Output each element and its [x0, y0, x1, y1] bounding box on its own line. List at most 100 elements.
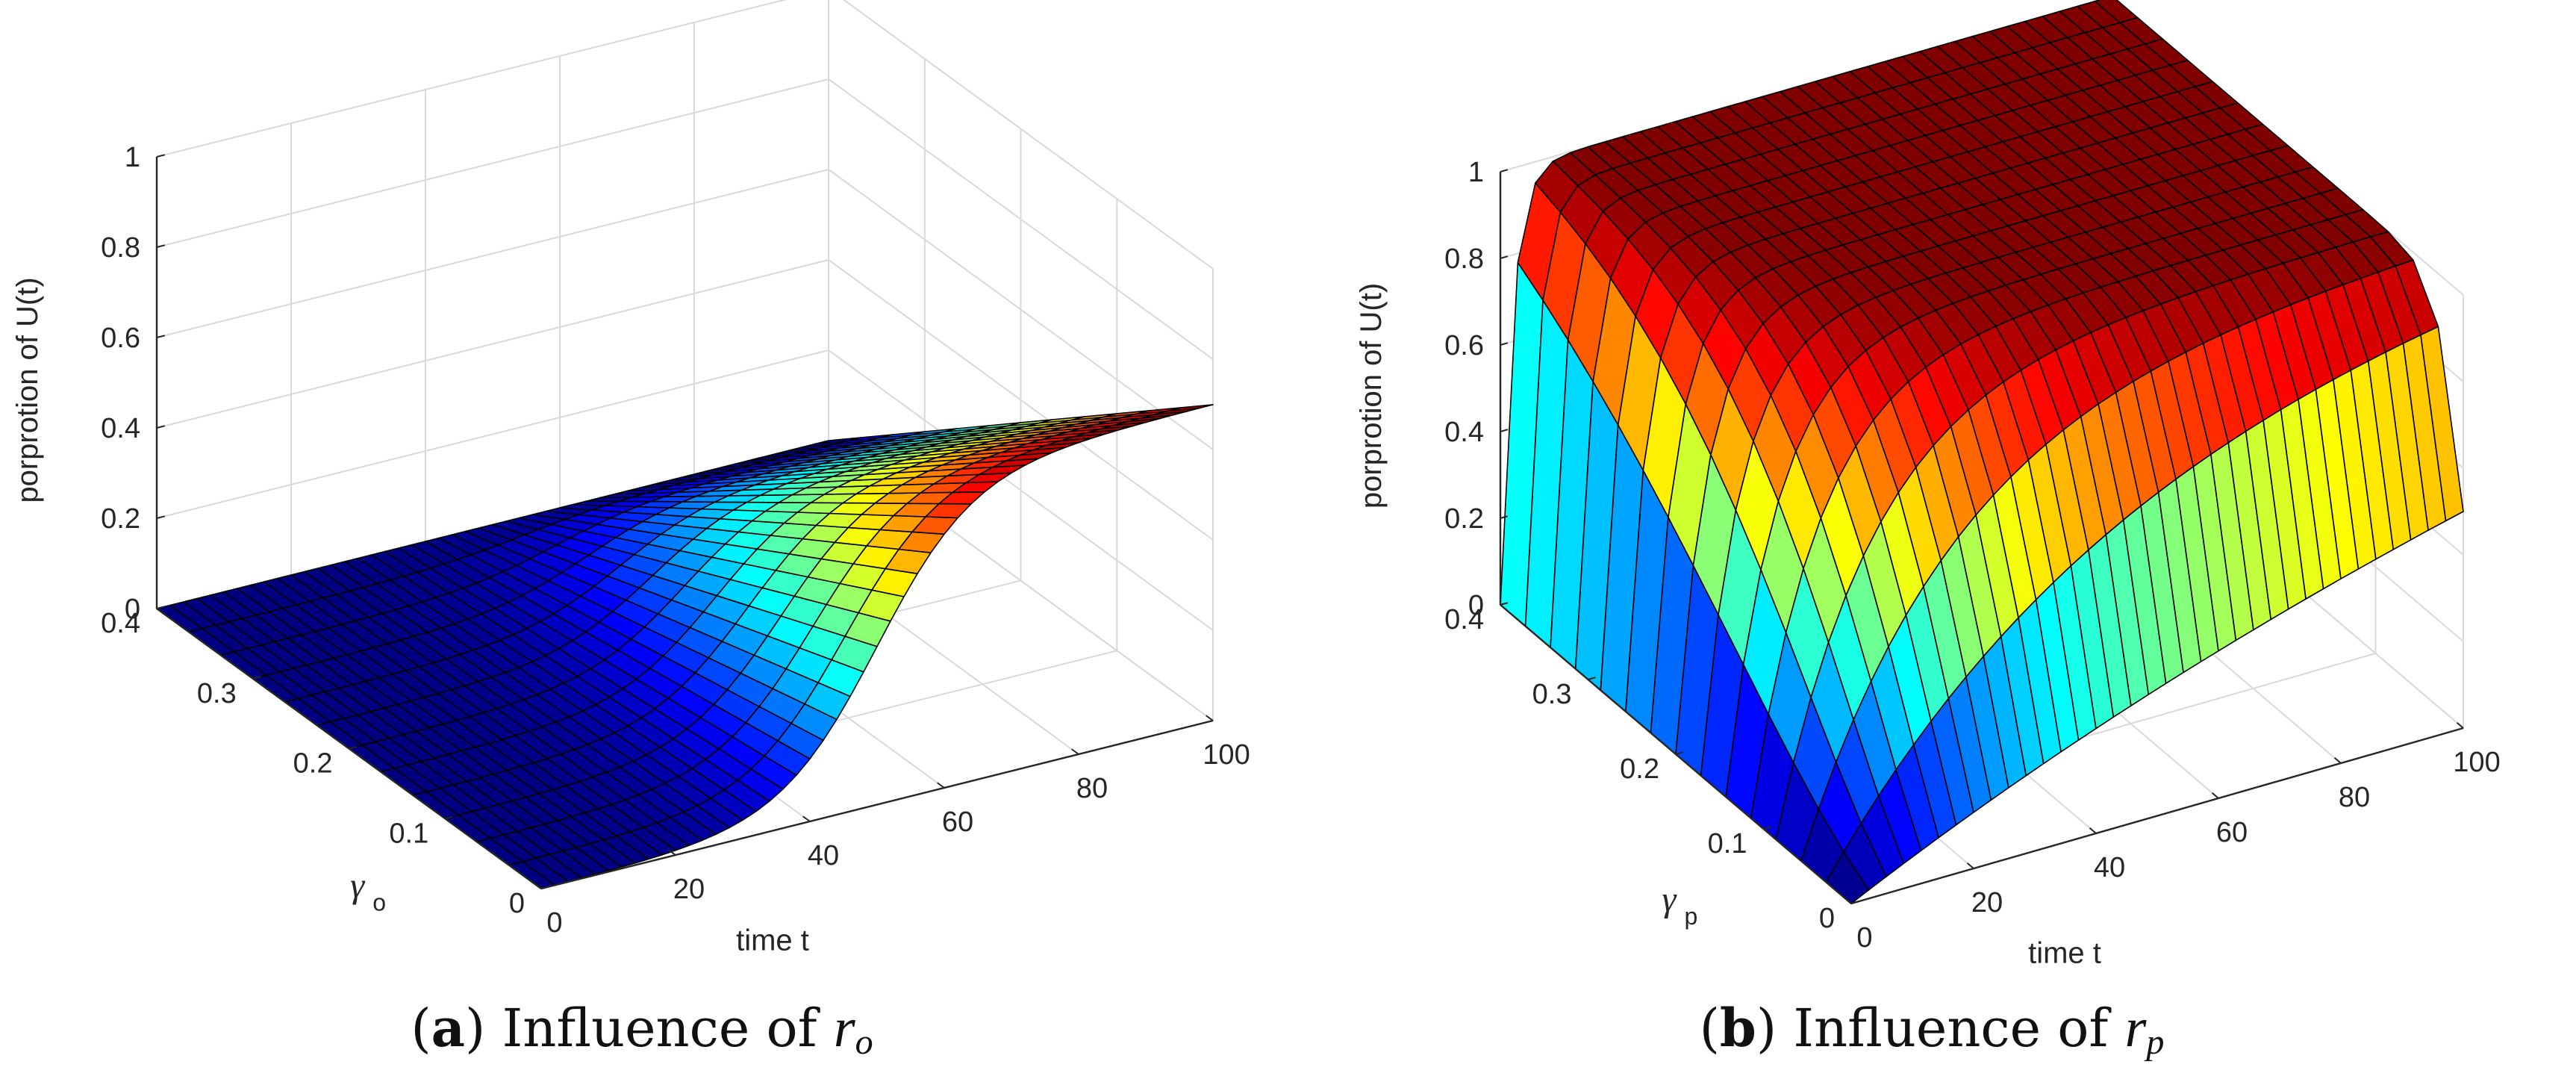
y-tick-label: 0.4: [1444, 604, 1484, 635]
caption-a-var: r: [833, 998, 855, 1059]
y-tick-mark: [1763, 826, 1771, 830]
surface-patch: [2420, 326, 2464, 522]
y-axis-title-sub: o: [372, 889, 386, 916]
z-tick-mark: [156, 425, 166, 429]
gridline-z-4: [156, 78, 1214, 360]
caption-a-sub: o: [855, 1022, 873, 1062]
z-tick-mark: [1500, 342, 1509, 346]
chart-panel-b: 0 20 40 60 80 100 0 0.1 0.2 0.3 0.4 0 0.2 0.4 0.6 0.8 1 t…: [1288, 0, 2576, 1091]
gridline-z-2: [156, 258, 1214, 541]
y-tick-mark: [1588, 677, 1596, 680]
caption-b-sub: p: [2146, 1022, 2165, 1062]
x-tick-label: 80: [2339, 782, 2370, 813]
x-tick-label: 0: [1856, 922, 1872, 954]
surface-b: [1500, 0, 2464, 904]
x-tick-label: 100: [1203, 739, 1250, 771]
gridline-z-3: [156, 168, 1214, 450]
y-tick-label: 0.1: [1708, 828, 1747, 860]
z-tick-mark: [156, 606, 166, 609]
z-tick-label: 0.2: [1444, 503, 1484, 535]
y-axis-title-sub: p: [1685, 903, 1698, 930]
caption-b-var: r: [2124, 998, 2147, 1059]
caption-b: (b) Influence of rp: [1699, 997, 2165, 1062]
y-tick-mark: [349, 745, 358, 750]
z-tick-mark: [156, 515, 166, 519]
z-axis-title: porprotion of U(t): [1355, 283, 1388, 509]
z-axis-title: porprotion of U(t): [11, 277, 44, 503]
y-tick-label: 0.2: [293, 748, 333, 780]
x-tick-label: 20: [1971, 887, 2003, 919]
x-tick-mark: [1844, 898, 1852, 904]
y-tick-mark: [252, 676, 261, 680]
x-axis-line: [540, 719, 1214, 890]
x-tick-mark: [2333, 757, 2342, 764]
z-tick-label: 0.8: [101, 232, 140, 264]
x-tick-label: 40: [2094, 852, 2125, 883]
z-tick-label: 0.2: [101, 503, 140, 535]
x-tick-label: 60: [942, 806, 973, 838]
y-tick-label: 0: [1819, 903, 1835, 934]
y-tick-label: 0: [509, 888, 525, 919]
z-tick-mark: [1500, 602, 1509, 606]
z-tick-label: 0.8: [1444, 243, 1484, 275]
x-tick-label: 0: [546, 907, 562, 939]
z-tick-label: 0: [125, 594, 140, 625]
z-tick-mark: [156, 335, 166, 338]
z-tick-label: 1: [125, 142, 140, 173]
axes-a: [155, 154, 1214, 890]
y-tick-mark: [1675, 751, 1684, 755]
x-tick-mark: [937, 782, 945, 789]
z-tick-mark: [156, 154, 166, 158]
y-tick-mark: [1850, 901, 1859, 904]
surface-a: [156, 404, 1214, 889]
z-tick-label: 1: [1468, 157, 1484, 188]
x-axis-line: [1850, 727, 2464, 905]
y-axis-title-symbol: γ: [1662, 880, 1677, 919]
x-tick-mark: [1206, 715, 1214, 721]
x-tick-label: 60: [2216, 817, 2248, 848]
z-tick-mark: [1500, 255, 1509, 259]
x-tick-mark: [802, 815, 811, 822]
x-tick-label: 80: [1076, 773, 1108, 804]
z-tick-mark: [1500, 515, 1509, 519]
x-tick-mark: [2089, 827, 2097, 834]
x-tick-mark: [668, 849, 676, 856]
surface-chart-a: 02040608010000.10.20.30.400.20.40.60.81t…: [11, 0, 1250, 957]
gridline-z-1: [156, 349, 1214, 631]
caption-b-letter: b: [1719, 997, 1756, 1059]
y-tick-mark: [540, 886, 550, 889]
x-tick-mark: [2456, 722, 2464, 729]
x-tick-mark: [1966, 862, 1974, 869]
z-tick-label: 0.6: [101, 323, 140, 354]
axes-b: [1499, 169, 2464, 905]
x-tick-mark: [534, 883, 542, 889]
caption-a-letter: a: [431, 997, 466, 1059]
gridline-z-5: [156, 0, 1214, 270]
caption-a: (a) Influence of ro: [411, 997, 873, 1062]
surface-patch: [1167, 404, 1214, 412]
y-tick-label: 0.2: [1620, 753, 1659, 785]
z-tick-mark: [1500, 429, 1509, 432]
y-tick-label: 0.1: [389, 818, 428, 849]
caption-b-text: Influence of: [1793, 998, 2109, 1059]
x-tick-mark: [1071, 748, 1079, 755]
y-tick-mark: [445, 815, 454, 820]
y-axis-title-symbol: γ: [350, 865, 365, 905]
y-tick-label: 0.3: [197, 678, 237, 709]
x-axis-title: time t: [2028, 937, 2101, 970]
y-tick-label: 0.3: [1532, 679, 1572, 710]
y-tick-label: 0.4: [101, 608, 140, 639]
z-tick-mark: [156, 244, 166, 248]
caption-a-text: Influence of: [502, 998, 817, 1059]
x-tick-label: 100: [2453, 747, 2500, 778]
z-tick-label: 0.6: [1444, 330, 1484, 361]
x-tick-mark: [2211, 792, 2219, 799]
z-tick-mark: [1500, 169, 1509, 172]
z-tick-label: 0: [1468, 590, 1484, 621]
z-tick-label: 0.4: [1444, 417, 1484, 448]
x-axis-title: time t: [736, 924, 809, 957]
surface-chart-b: 02040608010000.10.20.30.400.20.40.60.81t…: [1355, 0, 2501, 970]
x-tick-label: 20: [673, 874, 705, 905]
